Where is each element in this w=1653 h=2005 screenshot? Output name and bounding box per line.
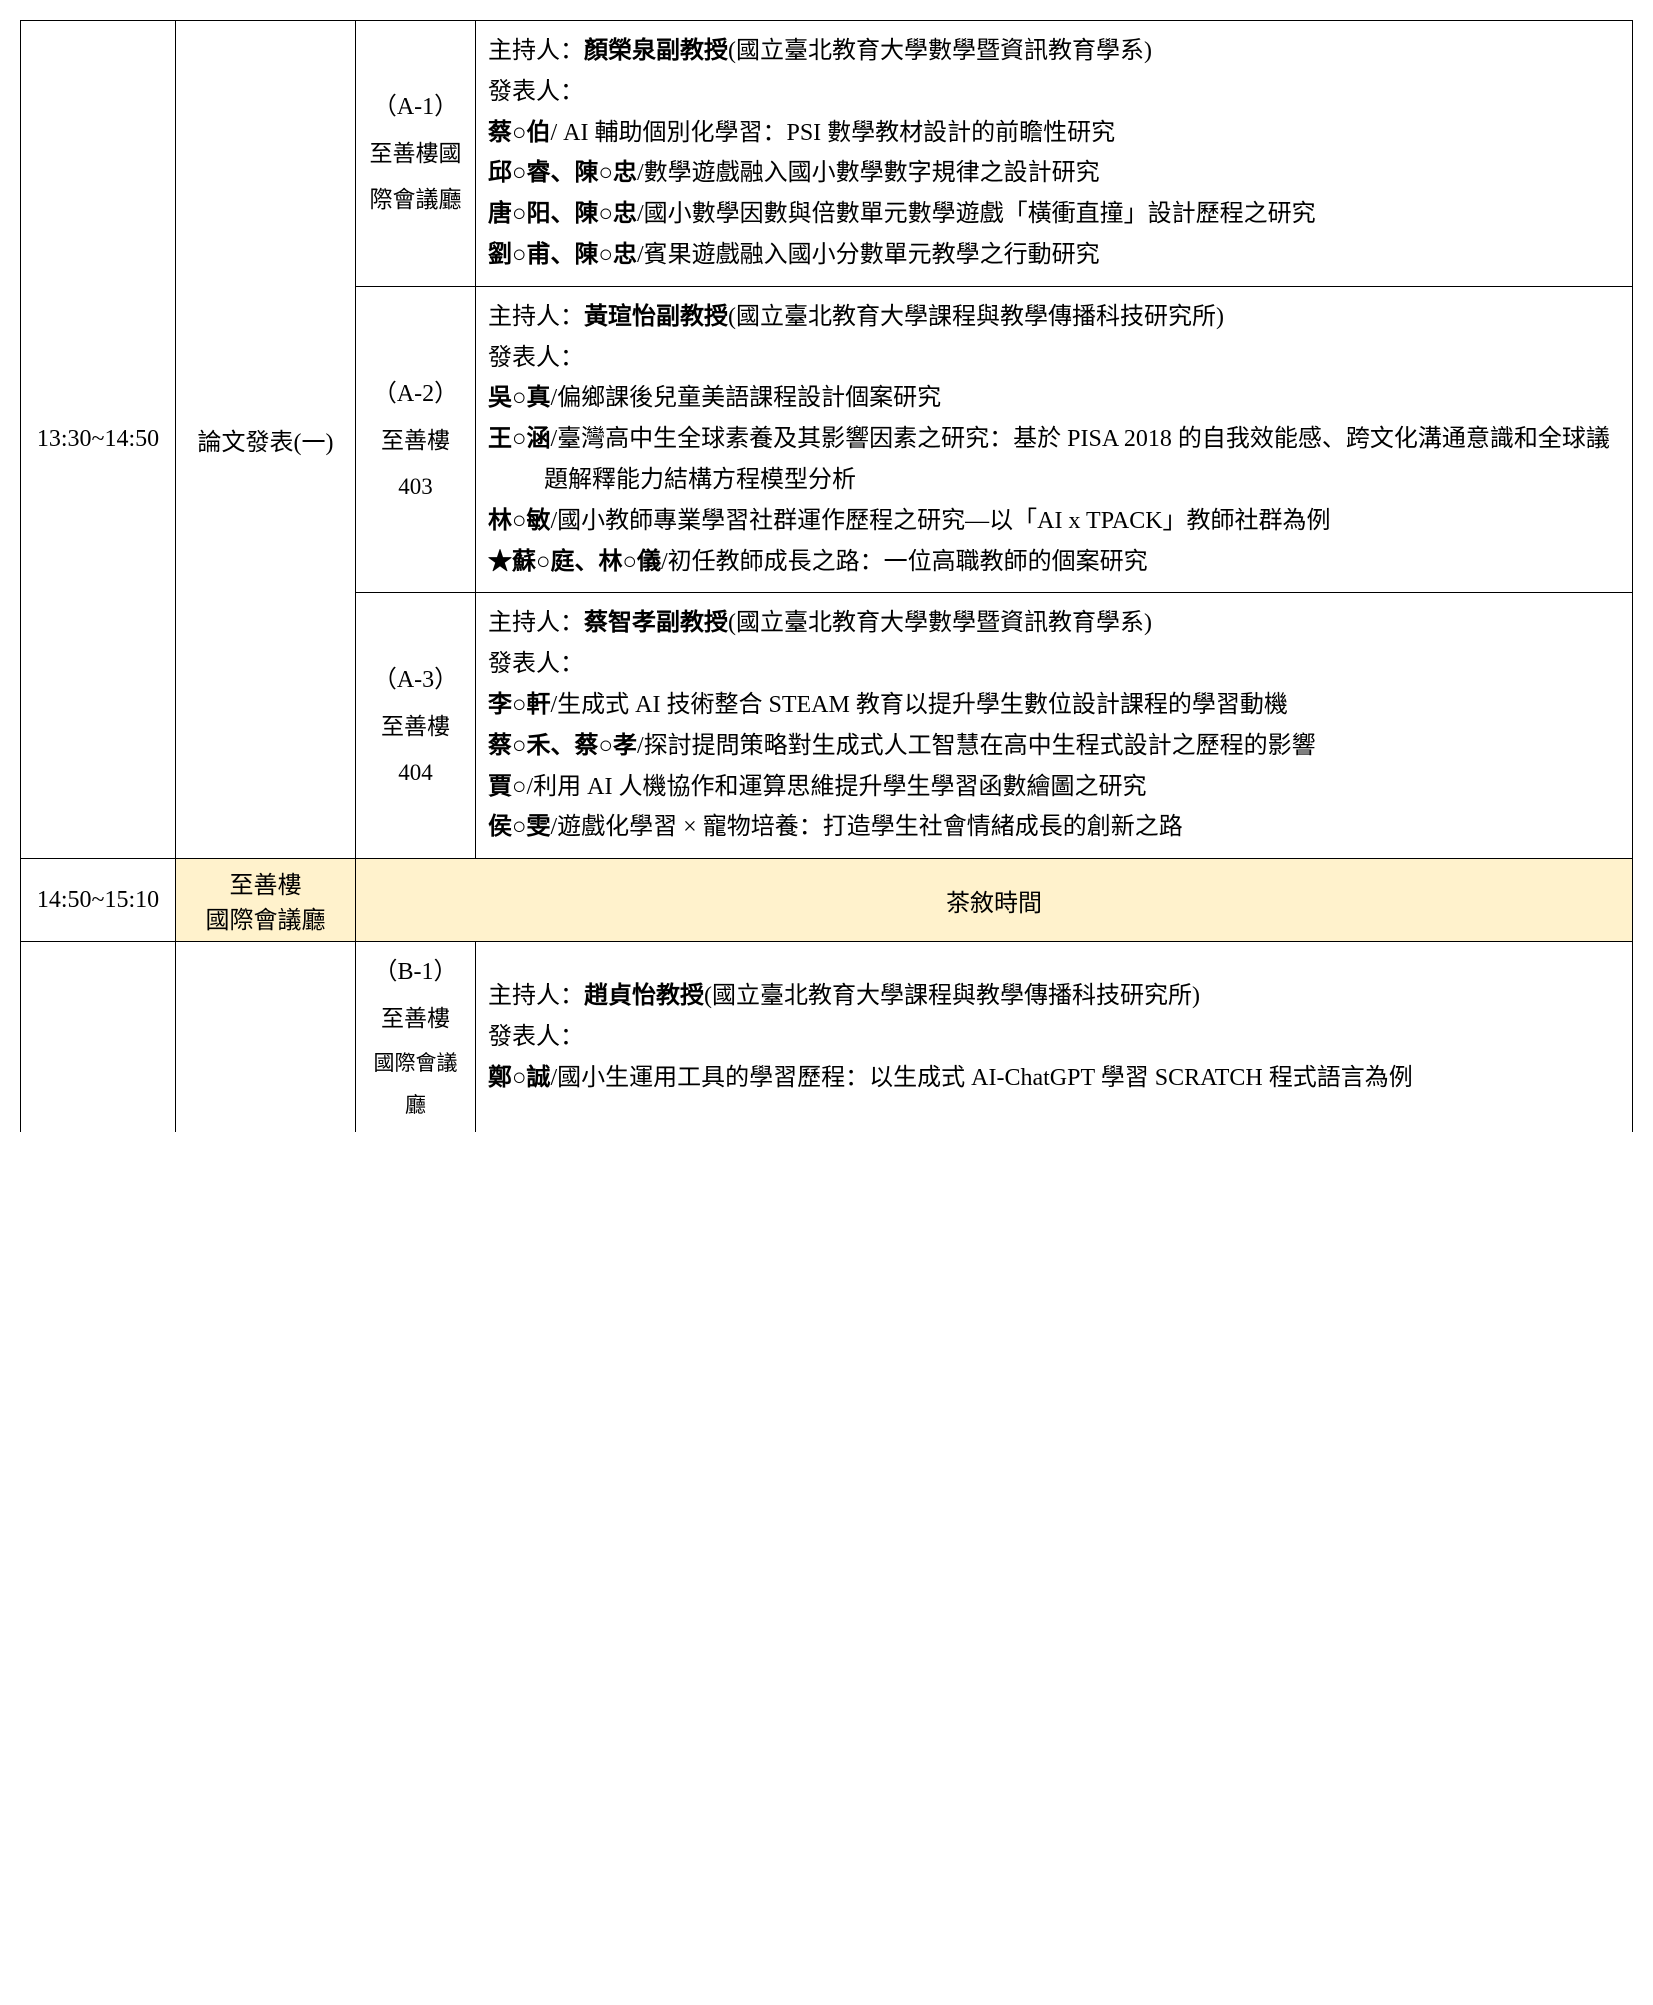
event-text: 論文發表(一)	[198, 430, 334, 456]
paper-line: ★蘇○庭、林○儀/初任教師成長之路：一位高職教師的個案研究	[488, 542, 1620, 583]
paper-title: /國小教師專業學習社群運作歷程之研究—以「AI x TPACK」教師社群為例	[551, 508, 1331, 534]
paper-authors: 劉○甫、陳○忠	[488, 242, 637, 268]
room-name-line1: 至善樓	[366, 996, 465, 1042]
paper-title: /探討提問策略對生成式人工智慧在高中生程式設計之歷程的影響	[637, 733, 1316, 759]
paper-authors: ★蘇○庭、林○儀	[488, 549, 661, 575]
paper-title: /初任教師成長之路：一位高職教師的個案研究	[661, 549, 1148, 575]
paper-line: 鄭○誠/國小生運用工具的學習歷程：以生成式 AI-ChatGPT 學習 SCRA…	[488, 1058, 1620, 1099]
host-label: 主持人：	[488, 610, 584, 636]
location-line1: 至善樓	[186, 865, 345, 900]
location-cell: 至善樓 國際會議廳	[176, 859, 356, 942]
host-affil: (國立臺北教育大學課程與教學傳播科技研究所)	[704, 983, 1200, 1009]
room-name: 至善樓 403	[366, 418, 465, 510]
paper-line: 劉○甫、陳○忠/賓果遊戲融入國小分數單元教學之行動研究	[488, 235, 1620, 276]
session-id: （A-2）	[366, 370, 465, 418]
presenter-label: 發表人：	[488, 338, 1620, 379]
activity-cell: 茶敘時間	[356, 859, 1633, 942]
paper-title: / AI 輔助個別化學習：PSI 數學教材設計的前瞻性研究	[551, 120, 1116, 146]
presenter-label: 發表人：	[488, 1017, 1620, 1058]
paper-line: 林○敏/國小教師專業學習社群運作歷程之研究—以「AI x TPACK」教師社群為…	[488, 501, 1620, 542]
paper-title: /利用 AI 人機協作和運算思維提升學生學習函數繪圖之研究	[527, 774, 1147, 800]
event-cell: 論文發表(一)	[176, 21, 356, 859]
location-line2: 國際會議廳	[186, 900, 345, 935]
host-label: 主持人：	[488, 983, 584, 1009]
time-text: 13:30~14:50	[37, 426, 159, 452]
presenter-label: 發表人：	[488, 644, 1620, 685]
paper-authors: 鄭○誠	[488, 1065, 551, 1091]
paper-line: 邱○睿、陳○忠/數學遊戲融入國小數學數字規律之設計研究	[488, 153, 1620, 194]
host-label: 主持人：	[488, 38, 584, 64]
paper-title: /國小生運用工具的學習歷程：以生成式 AI-ChatGPT 學習 SCRATCH…	[551, 1065, 1413, 1091]
host-line: 主持人：黃瑄怡副教授(國立臺北教育大學課程與教學傳播科技研究所)	[488, 297, 1620, 338]
paper-authors: 蔡○禾、蔡○孝	[488, 733, 637, 759]
host-line: 主持人：蔡智孝副教授(國立臺北教育大學數學暨資訊教育學系)	[488, 603, 1620, 644]
paper-line: 吳○真/偏鄉課後兒童美語課程設計個案研究	[488, 378, 1620, 419]
paper-line: 李○軒/生成式 AI 技術整合 STEAM 教育以提升學生數位設計課程的學習動機	[488, 685, 1620, 726]
room-name: 至善樓國際會議廳	[366, 131, 465, 223]
time-text: 14:50~15:10	[37, 887, 159, 913]
host-line: 主持人：趙貞怡教授(國立臺北教育大學課程與教學傳播科技研究所)	[488, 976, 1620, 1017]
time-cell	[21, 942, 176, 1133]
paper-title: /偏鄉課後兒童美語課程設計個案研究	[551, 385, 942, 411]
host-line: 主持人：顏榮泉副教授(國立臺北教育大學數學暨資訊教育學系)	[488, 31, 1620, 72]
room-cell: （A-1） 至善樓國際會議廳	[356, 21, 476, 287]
session-id: （A-3）	[366, 656, 465, 704]
paper-title: /生成式 AI 技術整合 STEAM 教育以提升學生數位設計課程的學習動機	[551, 692, 1288, 718]
paper-title: /數學遊戲融入國小數學數字規律之設計研究	[637, 160, 1100, 186]
paper-line: 賈○/利用 AI 人機協作和運算思維提升學生學習函數繪圖之研究	[488, 767, 1620, 808]
paper-authors: 唐○阳、陳○忠	[488, 201, 637, 227]
presenter-label: 發表人：	[488, 72, 1620, 113]
paper-line: 侯○雯/遊戲化學習 × 寵物培養：打造學生社會情緒成長的創新之路	[488, 807, 1620, 848]
paper-title: /國小數學因數與倍數單元數學遊戲「橫衝直撞」設計歷程之研究	[637, 201, 1316, 227]
host-label: 主持人：	[488, 304, 584, 330]
paper-line: 唐○阳、陳○忠/國小數學因數與倍數單元數學遊戲「橫衝直撞」設計歷程之研究	[488, 194, 1620, 235]
host-affil: (國立臺北教育大學數學暨資訊教育學系)	[728, 38, 1152, 64]
room-name: 至善樓 404	[366, 704, 465, 796]
session-id: （B-1）	[366, 948, 465, 996]
paper-authors: 蔡○伯	[488, 120, 551, 146]
content-cell: 主持人：黃瑄怡副教授(國立臺北教育大學課程與教學傳播科技研究所) 發表人： 吳○…	[476, 286, 1633, 593]
room-cell: （B-1） 至善樓 國際會議廳	[356, 942, 476, 1133]
content-cell: 主持人：顏榮泉副教授(國立臺北教育大學數學暨資訊教育學系) 發表人： 蔡○伯/ …	[476, 21, 1633, 287]
room-name-line2: 國際會議廳	[366, 1042, 465, 1126]
host-name: 趙貞怡教授	[584, 983, 704, 1009]
host-affil: (國立臺北教育大學數學暨資訊教育學系)	[728, 610, 1152, 636]
session-id: （A-1）	[366, 83, 465, 131]
host-name: 顏榮泉副教授	[584, 38, 728, 64]
paper-authors: 邱○睿、陳○忠	[488, 160, 637, 186]
time-cell: 14:50~15:10	[21, 859, 176, 942]
paper-line: 蔡○禾、蔡○孝/探討提問策略對生成式人工智慧在高中生程式設計之歷程的影響	[488, 726, 1620, 767]
paper-title: /賓果遊戲融入國小分數單元教學之行動研究	[637, 242, 1100, 268]
activity-text: 茶敘時間	[946, 891, 1042, 917]
host-name: 蔡智孝副教授	[584, 610, 728, 636]
paper-authors: 吳○真	[488, 385, 551, 411]
host-name: 黃瑄怡副教授	[584, 304, 728, 330]
event-cell	[176, 942, 356, 1133]
paper-title: /遊戲化學習 × 寵物培養：打造學生社會情緒成長的創新之路	[551, 814, 1183, 840]
content-cell: 主持人：趙貞怡教授(國立臺北教育大學課程與教學傳播科技研究所) 發表人： 鄭○誠…	[476, 942, 1633, 1133]
content-cell: 主持人：蔡智孝副教授(國立臺北教育大學數學暨資訊教育學系) 發表人： 李○軒/生…	[476, 593, 1633, 859]
paper-authors: 侯○雯	[488, 814, 551, 840]
time-cell: 13:30~14:50	[21, 21, 176, 859]
table-row: 14:50~15:10 至善樓 國際會議廳 茶敘時間	[21, 859, 1633, 942]
paper-line: 蔡○伯/ AI 輔助個別化學習：PSI 數學教材設計的前瞻性研究	[488, 113, 1620, 154]
paper-title: /臺灣高中生全球素養及其影響因素之研究：基於 PISA 2018 的自我效能感、…	[544, 426, 1610, 493]
paper-authors: 賈○	[488, 774, 527, 800]
room-cell: （A-2） 至善樓 403	[356, 286, 476, 593]
host-affil: (國立臺北教育大學課程與教學傳播科技研究所)	[728, 304, 1224, 330]
room-cell: （A-3） 至善樓 404	[356, 593, 476, 859]
paper-authors: 林○敏	[488, 508, 551, 534]
schedule-table: 13:30~14:50 論文發表(一) （A-1） 至善樓國際會議廳 主持人：顏…	[20, 20, 1633, 1132]
table-row: （B-1） 至善樓 國際會議廳 主持人：趙貞怡教授(國立臺北教育大學課程與教學傳…	[21, 942, 1633, 1133]
paper-authors: 李○軒	[488, 692, 551, 718]
table-row: 13:30~14:50 論文發表(一) （A-1） 至善樓國際會議廳 主持人：顏…	[21, 21, 1633, 287]
paper-line: 王○涵/臺灣高中生全球素養及其影響因素之研究：基於 PISA 2018 的自我效…	[488, 419, 1620, 501]
paper-authors: 王○涵	[488, 426, 551, 452]
